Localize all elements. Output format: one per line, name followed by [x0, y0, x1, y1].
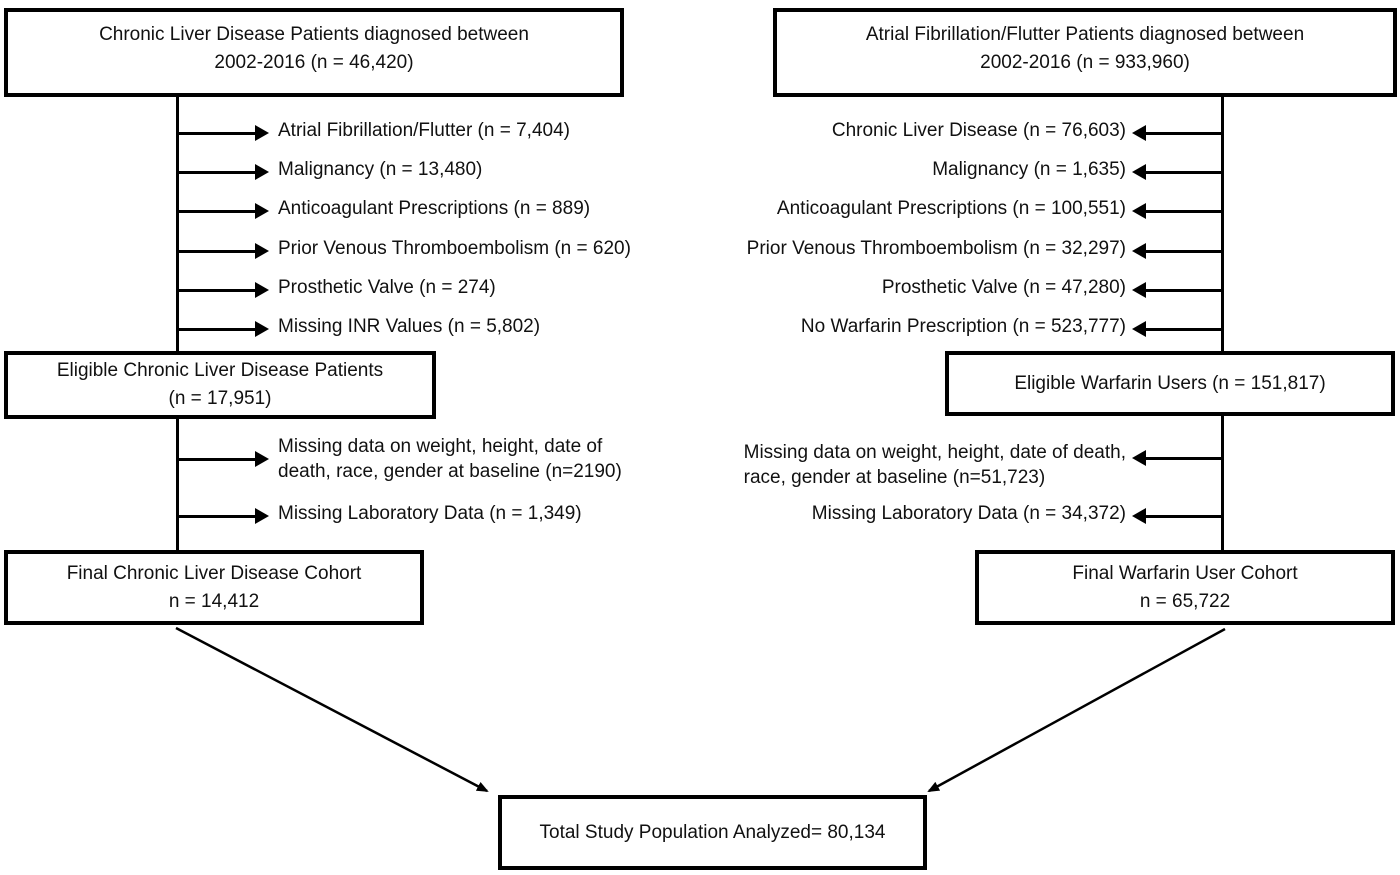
- missing-data-label-left: Missing data on weight, height, date of …: [278, 436, 622, 482]
- arrow-line: [1146, 210, 1223, 213]
- exclusion-label: Chronic Liver Disease (n = 76,603): [831, 120, 1126, 141]
- exclusion-label: Missing Laboratory Data (n = 34,372): [811, 503, 1126, 524]
- final-cld-box-line1: Final Chronic Liver Disease Cohort: [66, 562, 362, 584]
- arrowhead-left-icon: [1132, 450, 1146, 466]
- arrow-line: [177, 328, 255, 331]
- eligible-warfarin-box-line1: Eligible Warfarin Users (n = 151,817): [1014, 372, 1326, 394]
- arrow-line: [177, 250, 255, 253]
- missing-data-label-right: Missing data on weight, height, date of …: [743, 442, 1126, 488]
- exclusion-label: Malignancy (n = 13,480): [278, 159, 483, 180]
- exclusion-label: Malignancy (n = 1,635): [932, 159, 1126, 180]
- diagonal-arrow-left: [175, 626, 489, 793]
- af-patients-box-line1: Atrial Fibrillation/Flutter Patients dia…: [865, 24, 1305, 45]
- total-population-box-line1: Total Study Population Analyzed= 80,134: [539, 821, 886, 843]
- final-warfarin-box-line1: Final Warfarin User Cohort: [1072, 562, 1298, 584]
- arrowhead-left-icon: [1132, 125, 1146, 141]
- cld-patients-box: Chronic Liver Disease Patients diagnosed…: [4, 8, 624, 97]
- arrow-line: [1146, 250, 1223, 253]
- cld-patients-box-line1: Chronic Liver Disease Patients diagnosed…: [99, 24, 529, 45]
- arrowhead-left-icon: [1132, 282, 1146, 298]
- arrow-line: [1146, 132, 1223, 135]
- exclusion-label: Prior Venous Thromboembolism (n = 620): [278, 238, 631, 259]
- eligible-cld-box-line1: Eligible Chronic Liver Disease Patients: [56, 360, 384, 381]
- exclusion-label: Missing INR Values (n = 5,802): [278, 316, 541, 337]
- arrowhead-right-icon: [255, 243, 269, 259]
- exclusion-label: Anticoagulant Prescriptions (n = 889): [278, 198, 591, 219]
- connector-line-left-upper: [176, 95, 179, 353]
- arrow-line: [177, 289, 255, 292]
- arrowhead-left-icon: [1132, 321, 1146, 337]
- arrow-line: [177, 171, 255, 174]
- diagonal-arrow-right: [927, 627, 1226, 793]
- arrow-line: [1146, 515, 1223, 518]
- connector-line-right-lower: [1221, 414, 1224, 552]
- arrowhead-left-icon: [1132, 203, 1146, 219]
- af-patients-box: Atrial Fibrillation/Flutter Patients dia…: [773, 8, 1397, 97]
- arrowhead-right-icon: [255, 321, 269, 337]
- exclusion-label: Prior Venous Thromboembolism (n = 32,297…: [746, 238, 1126, 259]
- exclusion-label: No Warfarin Prescription (n = 523,777): [800, 316, 1126, 337]
- arrowhead-left-icon: [1132, 508, 1146, 524]
- exclusion-label: Prosthetic Valve (n = 274): [278, 277, 496, 298]
- connector-line-left-lower: [176, 417, 179, 552]
- arrowhead-left-icon: [1132, 243, 1146, 259]
- final-cld-box: Final Chronic Liver Disease Cohort n = 1…: [4, 550, 424, 625]
- arrowhead-left-icon: [1132, 164, 1146, 180]
- arrow-line: [1146, 289, 1223, 292]
- total-population-box: Total Study Population Analyzed= 80,134: [498, 795, 927, 870]
- arrowhead-right-icon: [255, 125, 269, 141]
- arrow-line: [177, 515, 255, 518]
- arrow-line: [177, 210, 255, 213]
- exclusion-label: Atrial Fibrillation/Flutter (n = 7,404): [278, 120, 570, 141]
- eligible-cld-box-line2: (n = 17,951): [168, 388, 272, 409]
- arrow-line: [1146, 328, 1223, 331]
- final-cld-box-line2: n = 14,412: [168, 590, 260, 612]
- final-warfarin-box-line2: n = 65,722: [1139, 590, 1231, 612]
- arrowhead-right-icon: [255, 451, 269, 467]
- arrowhead-right-icon: [255, 203, 269, 219]
- af-patients-box-line2: 2002-2016 (n = 933,960): [980, 52, 1190, 73]
- cld-patients-box-line2: 2002-2016 (n = 46,420): [214, 52, 414, 73]
- exclusion-label: Anticoagulant Prescriptions (n = 100,551…: [776, 198, 1126, 219]
- eligible-cld-box: Eligible Chronic Liver Disease Patients …: [4, 351, 436, 419]
- connector-line-right-upper: [1221, 95, 1224, 353]
- exclusion-label: Prosthetic Valve (n = 47,280): [881, 277, 1126, 298]
- arrow-line: [177, 458, 255, 461]
- arrow-line: [1146, 171, 1223, 174]
- arrowhead-right-icon: [255, 164, 269, 180]
- final-warfarin-box: Final Warfarin User Cohort n = 65,722: [975, 550, 1395, 625]
- exclusion-label: Missing Laboratory Data (n = 1,349): [278, 503, 582, 524]
- eligible-warfarin-box: Eligible Warfarin Users (n = 151,817): [945, 351, 1395, 416]
- arrow-line: [177, 132, 255, 135]
- arrowhead-right-icon: [255, 508, 269, 524]
- arrow-line: [1146, 457, 1223, 460]
- arrowhead-right-icon: [255, 282, 269, 298]
